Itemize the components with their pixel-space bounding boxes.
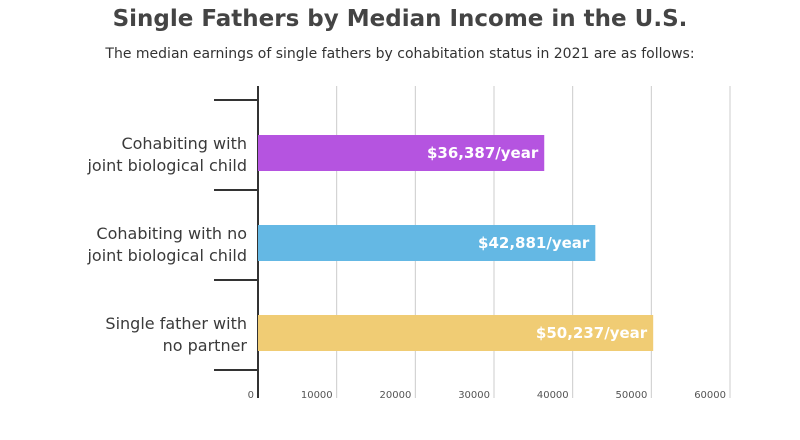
x-tick-label: 40000	[537, 390, 569, 401]
x-tick-label: 60000	[694, 390, 726, 401]
bar-value-label: $36,387/year	[427, 144, 539, 162]
category-label: Cohabiting with	[121, 134, 247, 153]
x-tick-label: 50000	[616, 390, 648, 401]
x-tick-label: 10000	[301, 390, 333, 401]
bar	[258, 135, 545, 171]
category-label: Single father with	[105, 314, 247, 333]
x-tick-label: 0	[248, 390, 254, 401]
category-label: no partner	[163, 336, 248, 355]
bar	[258, 315, 654, 351]
category-label: Cohabiting with no	[96, 224, 247, 243]
chart-title: Single Fathers by Median Income in the U…	[112, 6, 688, 32]
x-tick-label: 20000	[380, 390, 412, 401]
bar-value-label: $50,237/year	[536, 324, 648, 342]
x-tick-label: 30000	[458, 390, 490, 401]
bar	[258, 225, 596, 261]
bar-value-label: $42,881/year	[478, 234, 590, 252]
category-label: joint biological child	[86, 246, 247, 265]
category-label: joint biological child	[86, 156, 247, 175]
chart-subtitle: The median earnings of single fathers by…	[105, 46, 695, 62]
